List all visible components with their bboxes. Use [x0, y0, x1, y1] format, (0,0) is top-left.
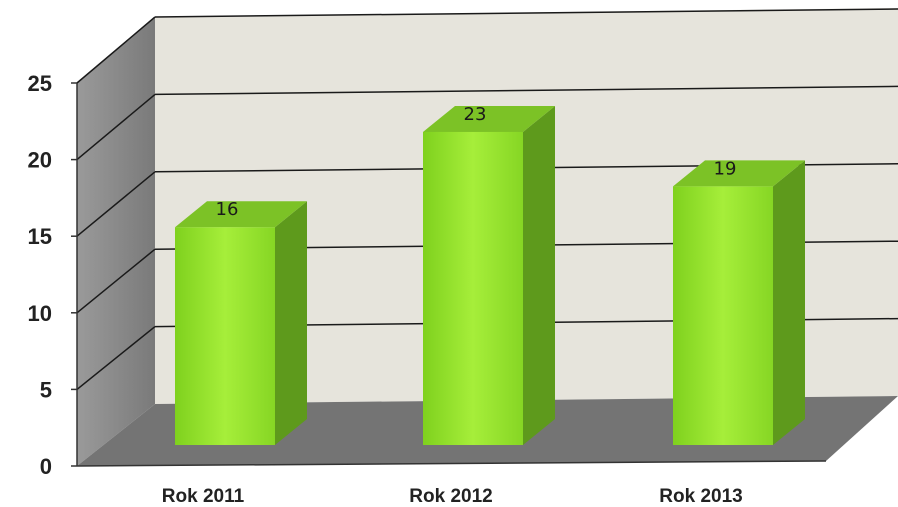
bar-rok-2013: 19 — [673, 158, 805, 445]
data-label: 16 — [216, 199, 239, 220]
side-wall — [77, 17, 155, 466]
bar-front-face — [423, 131, 523, 446]
x-tick-label: Rok 2011 — [162, 486, 245, 507]
bar-rok-2012: 23 — [423, 104, 555, 446]
bar-top-face — [673, 160, 805, 187]
bars: 16 23 19 — [175, 104, 805, 446]
gridline-side-10 — [76, 248, 156, 314]
data-label: 19 — [714, 158, 737, 179]
bar-side-face — [773, 160, 805, 445]
bar-side-face — [523, 105, 555, 446]
gridline-back-20 — [154, 85, 898, 96]
y-axis-ticks: 0 5 10 15 20 25 — [28, 71, 77, 479]
gridline-side-5 — [76, 326, 156, 390]
y-tick-label: 10 — [28, 301, 52, 326]
x-axis-line — [76, 460, 827, 467]
x-axis-categories: Rok 2011 Rok 2012 Rok 2013 — [162, 486, 743, 507]
bar-front-face — [175, 227, 275, 445]
bar-top-face — [175, 201, 307, 228]
y-tick-label: 25 — [28, 71, 52, 96]
gridline-side-20 — [76, 93, 156, 161]
gridline-side-15 — [76, 171, 156, 237]
x-tick-label: Rok 2012 — [409, 486, 492, 507]
bar-front-face — [673, 186, 773, 445]
x-tick-label: Rok 2013 — [659, 486, 742, 507]
gridline-side-25 — [76, 16, 156, 84]
bar-rok-2011: 16 — [175, 199, 307, 445]
bar-top-face — [423, 105, 555, 132]
y-tick-label: 5 — [40, 377, 52, 402]
bar-side-face — [275, 201, 307, 445]
y-tick-label: 20 — [28, 148, 52, 173]
data-label: 23 — [464, 104, 487, 125]
y-tick-label: 15 — [28, 224, 52, 249]
gridline-back-25 — [154, 8, 898, 18]
y-tick-label: 0 — [40, 454, 52, 479]
